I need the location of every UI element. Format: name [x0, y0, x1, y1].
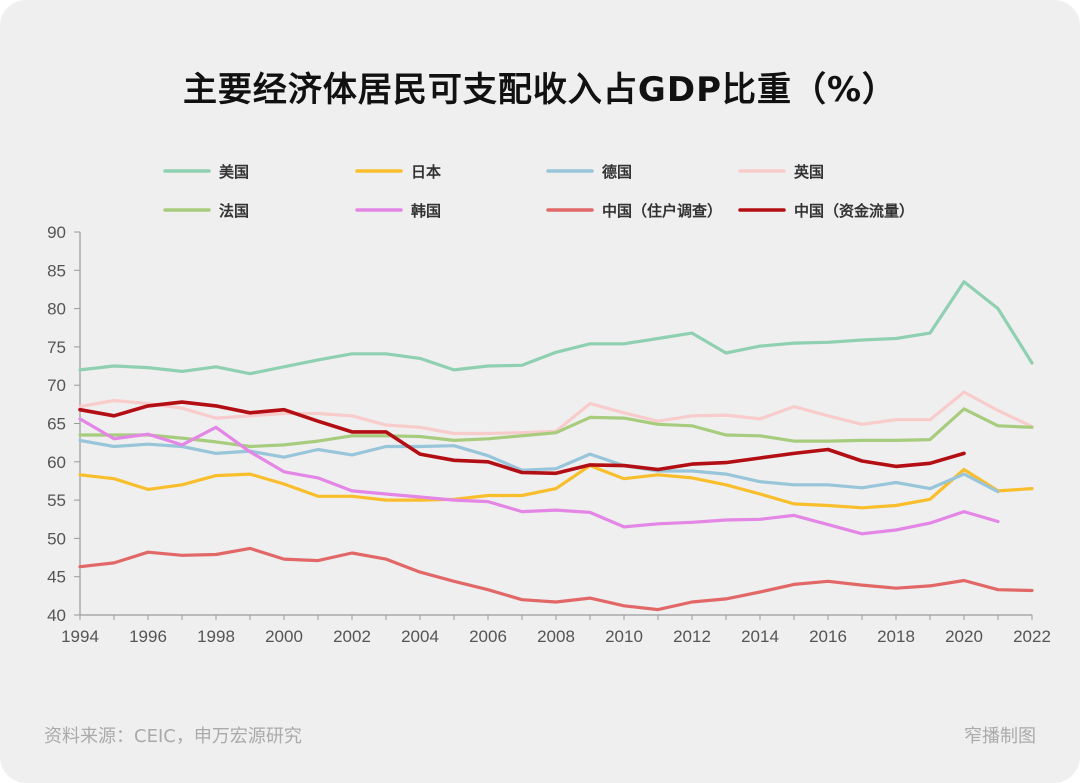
- x-tick-label: 2002: [333, 627, 371, 646]
- y-tick-label: 65: [47, 415, 66, 434]
- chart-title: 主要经济体居民可支配收入占GDP比重（%）: [182, 70, 898, 110]
- y-tick-label: 90: [47, 223, 66, 242]
- y-tick-label: 60: [47, 453, 66, 472]
- x-tick-label: 2000: [265, 627, 303, 646]
- series-line-8: [78, 400, 966, 476]
- x-tick-label: 2004: [401, 627, 439, 646]
- y-tick-label: 75: [47, 338, 66, 357]
- x-tick-label: 2018: [877, 627, 915, 646]
- x-tick-label: 1994: [61, 627, 99, 646]
- x-tick-label: 2012: [673, 627, 711, 646]
- series-line-4: [78, 390, 1034, 436]
- y-tick-label: 55: [47, 491, 66, 510]
- y-tick-label: 80: [47, 300, 66, 319]
- legend-label: 德国: [602, 163, 632, 181]
- x-tick-label: 1996: [129, 627, 167, 646]
- legend-label: 日本: [411, 163, 441, 181]
- legend-label: 中国（住户调查）: [602, 202, 722, 220]
- brand-label: 窄播制图: [964, 726, 1036, 747]
- x-tick-label: 1998: [197, 627, 235, 646]
- legend-label: 英国: [794, 163, 824, 181]
- source-note: 资料来源：CEIC，申万宏源研究: [44, 726, 302, 747]
- y-tick-label: 70: [47, 376, 66, 395]
- x-tick-label: 2022: [1013, 627, 1051, 646]
- x-tick-label: 2016: [809, 627, 847, 646]
- legend-label: 韩国: [411, 202, 441, 220]
- series-line-3: [78, 438, 1000, 494]
- y-tick-label: 50: [47, 529, 66, 548]
- series-line-7: [78, 546, 1034, 612]
- series-line-2: [78, 464, 1034, 510]
- x-tick-label: 2006: [469, 627, 507, 646]
- series-line-5: [78, 407, 1034, 449]
- x-tick-label: 2014: [741, 627, 779, 646]
- legend-label: 美国: [219, 163, 249, 181]
- y-tick-label: 85: [47, 261, 66, 280]
- series-lines: [78, 280, 1034, 612]
- x-tick-label: 2020: [945, 627, 983, 646]
- axes: 40 45 50 55 60 65 70 75 80 85 90 1994 1996 1998 2000 20…: [47, 223, 1051, 646]
- legend-label: 法国: [219, 202, 249, 220]
- x-tick-label: 2008: [537, 627, 575, 646]
- legend-label: 中国（资金流量）: [794, 202, 914, 220]
- y-tick-label: 40: [47, 606, 66, 625]
- y-tick-label: 45: [47, 568, 66, 587]
- series-line-6: [78, 417, 1000, 536]
- series-line-1: [78, 280, 1034, 376]
- x-tick-label: 2010: [605, 627, 643, 646]
